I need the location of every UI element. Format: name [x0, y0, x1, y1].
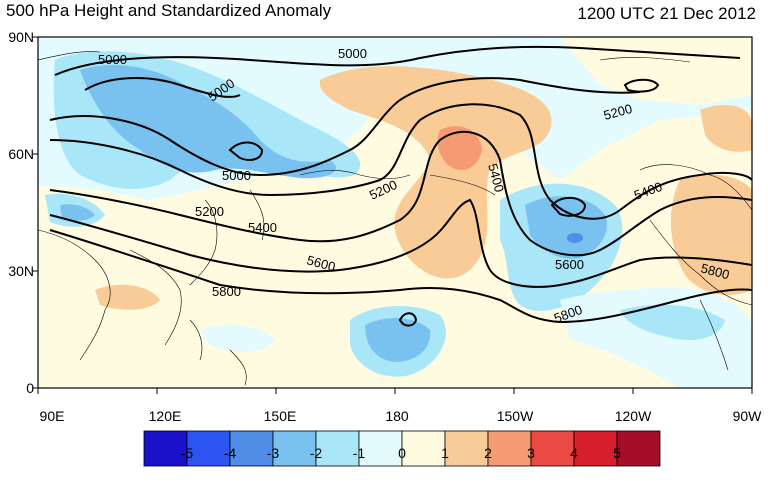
lon-label-90w: 90W [732, 408, 762, 424]
anomaly-strongpos-central [437, 126, 482, 170]
anomaly-pos-wpac [95, 284, 160, 310]
colorbar-label: -3 [266, 445, 280, 461]
colorbar-swatch [315, 430, 360, 467]
contour-5800 [49, 198, 752, 288]
colorbar-label: 3 [527, 445, 535, 461]
anomaly-neg-se2 [620, 304, 725, 340]
colorbar-swatch [616, 430, 661, 467]
anomaly-pos-central [319, 66, 552, 279]
anomaly-pos-ne-edge [700, 105, 752, 152]
contour-label: 5000 [222, 168, 251, 183]
lat-label-60n: 60N [8, 146, 34, 162]
lon-label-120w: 120W [614, 408, 652, 424]
contour-5600 [49, 130, 752, 257]
colorbar-swatch [444, 430, 489, 467]
anomaly-strongneg-epac [525, 196, 608, 259]
anomaly-extreme-epac [567, 233, 583, 243]
anomaly-neg-tropics [200, 324, 275, 352]
colorbar [143, 430, 661, 467]
colorbar-swatch [358, 430, 403, 467]
contour-5000-outer [54, 45, 741, 76]
contour-label: 5000 [338, 46, 367, 61]
contour-5000-closed [228, 141, 264, 161]
anomaly-pos-weak-ne [560, 37, 752, 105]
axis-ticks [32, 36, 753, 394]
map-title: 500 hPa Height and Standardized Anomaly [6, 1, 332, 20]
contour-label: 5200 [602, 101, 634, 123]
contour-5200 [49, 77, 641, 177]
contour-labels: 5000 5000 5000 5000 5200 5200 5200 5400 … [98, 46, 731, 326]
lon-label-120e: 120E [148, 408, 182, 424]
lat-label-30n: 30N [8, 263, 34, 279]
colorbar-label: -1 [352, 445, 366, 461]
anomaly-pos-na [670, 174, 752, 295]
contour-label: 5600 [555, 257, 584, 272]
anomaly-strongneg-west [80, 65, 336, 179]
colorbar-label: 5 [613, 445, 621, 461]
colorbar-swatch [487, 430, 532, 467]
contour-label: 5000 [98, 52, 127, 67]
contour-label: 5800 [699, 260, 731, 282]
lat-label-0: 0 [26, 380, 34, 396]
map-timestamp: 1200 UTC 21 Dec 2012 [577, 4, 756, 23]
contour-label: 5200 [195, 204, 224, 219]
colorbar-label: 0 [398, 445, 406, 461]
colorbar-label: 1 [441, 445, 449, 461]
contour-label: 5400 [248, 220, 277, 235]
colorbar-label: 4 [570, 445, 578, 461]
coastlines [38, 51, 752, 386]
colorbar-swatch [401, 430, 446, 467]
lon-label-180: 180 [385, 408, 409, 424]
contour-5400 [49, 103, 752, 220]
anomaly-field [38, 37, 752, 388]
colorbar-swatch [272, 430, 317, 467]
contour-closed-ne [623, 78, 660, 93]
lon-label-150e: 150E [263, 408, 297, 424]
anomaly-strongneg-westedge [60, 204, 95, 221]
contour-label: 5400 [485, 162, 507, 194]
contour-5000-west [84, 77, 241, 98]
colorbar-label: -5 [180, 445, 194, 461]
colorbar-label: -4 [223, 445, 237, 461]
lon-label-90e: 90E [39, 408, 65, 424]
contour-closed-low [550, 196, 587, 217]
contour-label: 5600 [305, 252, 337, 274]
colorbar-swatch [186, 430, 231, 467]
lat-label-90n: 90N [8, 29, 34, 45]
anomaly-strongneg-south [365, 318, 431, 362]
colorbar-swatch [143, 430, 188, 467]
colorbar-swatch [573, 430, 618, 467]
colorbar-swatch [530, 430, 575, 467]
contour-label: 5800 [212, 284, 241, 299]
contour-5800-south [49, 229, 752, 324]
lon-label-150w: 150W [496, 408, 534, 424]
colorbar-label: -2 [309, 445, 323, 461]
colorbar-swatch [229, 430, 274, 467]
height-contours [49, 45, 752, 327]
colorbar-label: 2 [484, 445, 492, 461]
contour-closed-south [398, 312, 418, 327]
